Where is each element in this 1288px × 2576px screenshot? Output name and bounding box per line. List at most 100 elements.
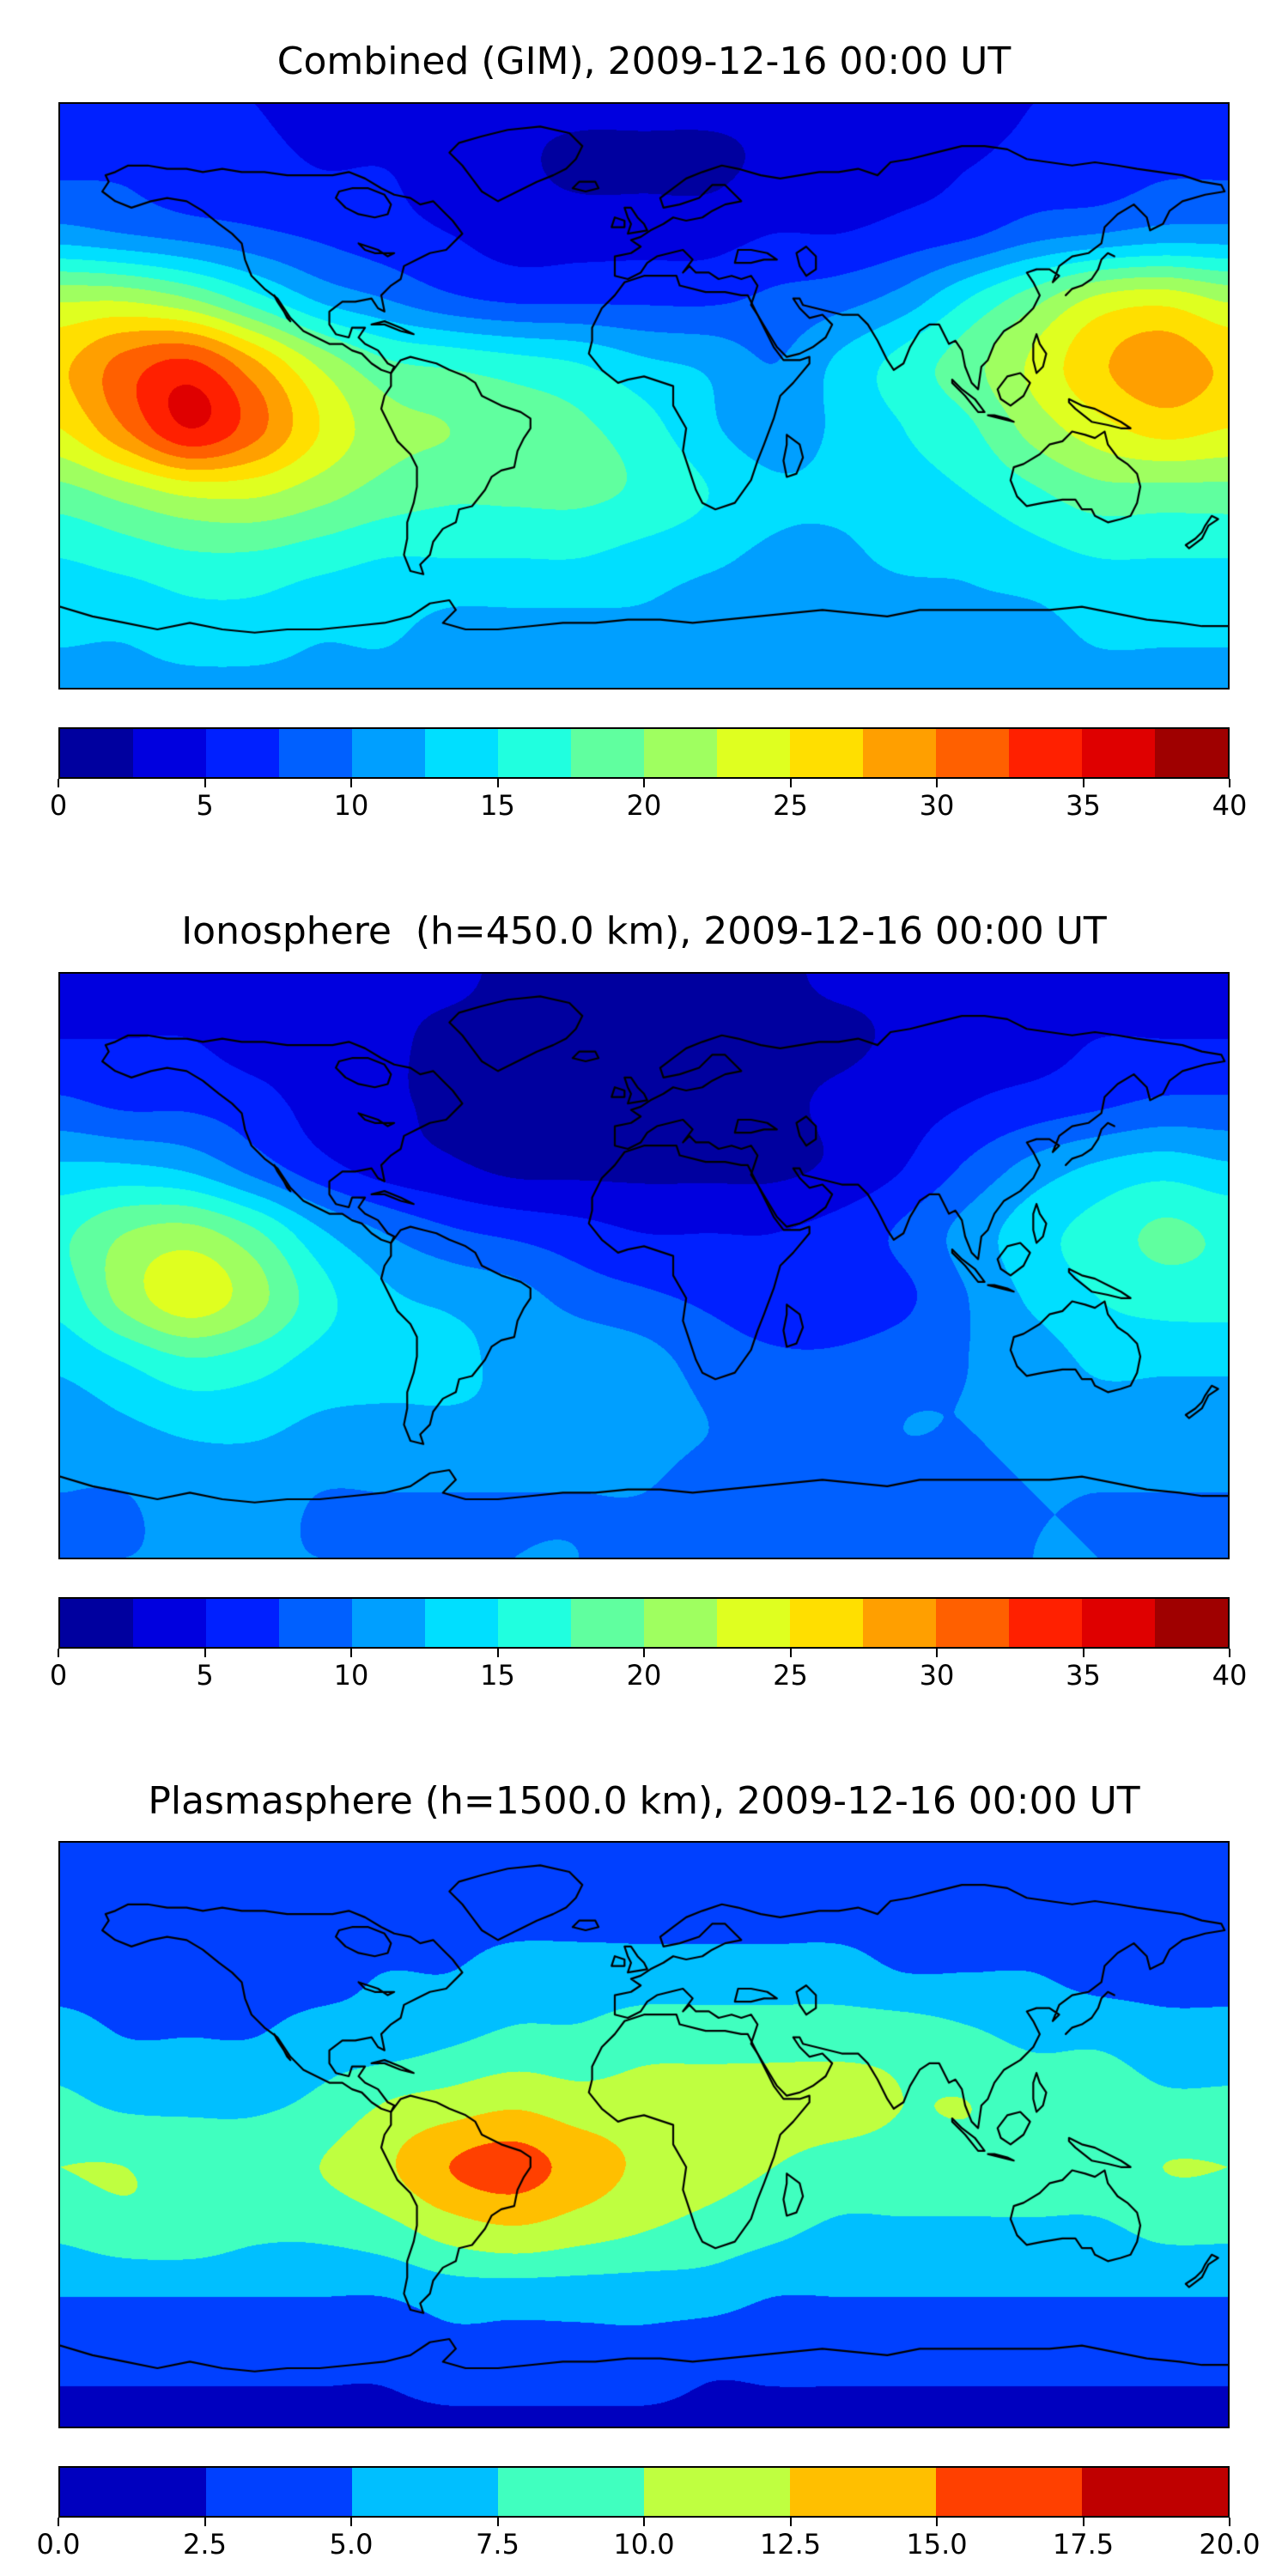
colorbar-tick-label: 30: [919, 1658, 955, 1692]
colorbar-tick-mark: [789, 2518, 792, 2527]
colorbar-segment: [717, 728, 790, 777]
colorbar-combined: [58, 726, 1230, 779]
colorbar-segment: [790, 2468, 936, 2517]
colorbar-segment: [571, 1598, 644, 1647]
world-map-canvas-combined: [60, 103, 1228, 688]
colorbar-tick-label: 15: [480, 1658, 515, 1692]
colorbar-segment: [60, 1598, 133, 1647]
colorbar-ticks-ionosphere: 0 5 10 15 20 25 30 35 40: [50, 1648, 1247, 1697]
world-map-canvas-ionosphere: [60, 973, 1228, 1558]
colorbar-tick-label: 35: [1066, 1658, 1101, 1692]
colorbar-tick-label: 0: [49, 1658, 68, 1692]
colorbar-segment: [279, 1598, 352, 1647]
colorbar-tick-mark: [496, 1648, 499, 1657]
colorbar-tick-label: 0.0: [36, 2528, 81, 2561]
colorbar-segment: [1009, 728, 1082, 777]
colorbar-segment: [498, 1598, 571, 1647]
colorbar-tick-mark: [936, 2518, 938, 2527]
colorbar-tick-label: 10: [333, 788, 369, 822]
panel-title-combined: Combined (GIM), 2009-12-16 00:00 UT: [276, 39, 1012, 83]
colorbar-tick-mark: [936, 1648, 938, 1657]
colorbar-tick-label: 25: [773, 1658, 808, 1692]
colorbar-segment: [863, 1598, 936, 1647]
colorbar-tick-label: 0: [49, 788, 68, 822]
colorbar-tick-mark: [496, 2518, 499, 2527]
colorbar-tick-label: 40: [1212, 788, 1248, 822]
colorbar-tick-label: 15: [480, 788, 515, 822]
colorbar-tick-mark: [350, 2518, 352, 2527]
panel-title-ionosphere: Ionosphere (h=450.0 km), 2009-12-16 00:0…: [181, 908, 1107, 953]
colorbar-plasmasphere: [58, 2466, 1230, 2518]
panel-plasmasphere: Plasmasphere (h=1500.0 km), 2009-12-16 0…: [0, 1779, 1288, 2567]
colorbar-segment: [717, 1598, 790, 1647]
colorbar-tick-mark: [643, 778, 645, 787]
world-map-canvas-plasmasphere: [60, 1843, 1228, 2427]
colorbar-tick-mark: [204, 778, 206, 787]
colorbar-segment: [206, 1598, 279, 1647]
colorbar-tick-mark: [1229, 778, 1230, 787]
colorbar-tick-mark: [789, 778, 792, 787]
colorbar-ticks-plasmasphere: 0.0 2.5 5.0 7.5 10.0 12.5 15.0 17.5 20.0: [37, 2518, 1261, 2566]
colorbar-segment: [279, 728, 352, 777]
colorbar-segment: [206, 728, 279, 777]
colorbar-tick-mark: [58, 1648, 59, 1657]
colorbar-segment: [425, 1598, 498, 1647]
colorbar-tick-label: 15.0: [906, 2528, 968, 2561]
colorbar-segment: [352, 2468, 498, 2517]
colorbar-tick-mark: [350, 1648, 352, 1657]
colorbar-segment: [644, 2468, 790, 2517]
colorbar-tick-label: 10: [333, 1658, 369, 1692]
colorbar-segment: [352, 1598, 425, 1647]
colorbar-segment: [1009, 1598, 1082, 1647]
colorbar-tick-label: 12.5: [759, 2528, 822, 2561]
colorbar-tick-mark: [1082, 1648, 1084, 1657]
colorbar-tick-label: 20: [626, 1658, 662, 1692]
panel-ionosphere: Ionosphere (h=450.0 km), 2009-12-16 00:0…: [0, 909, 1288, 1697]
colorbar-segment: [60, 2468, 206, 2517]
colorbar-tick-label: 30: [919, 788, 955, 822]
colorbar-tick-label: 40: [1212, 1658, 1248, 1692]
colorbar-tick-mark: [204, 1648, 206, 1657]
colorbar-tick-mark: [1082, 778, 1084, 787]
colorbar-segment: [790, 1598, 863, 1647]
colorbar-segment: [1155, 1598, 1228, 1647]
colorbar-segment: [133, 728, 206, 777]
colorbar-tick-mark: [789, 1648, 792, 1657]
map-frame-combined: [58, 101, 1230, 690]
colorbar-ticks-combined: 0 5 10 15 20 25 30 35 40: [50, 778, 1247, 827]
colorbar-tick-mark: [58, 778, 59, 787]
colorbar-tick-mark: [1229, 1648, 1230, 1657]
colorbar-tick-label: 20: [626, 788, 662, 822]
colorbar-segment: [936, 728, 1009, 777]
colorbar-tick-label: 2.5: [183, 2528, 227, 2561]
colorbar-tick-label: 5: [196, 788, 214, 822]
colorbar-segment: [936, 1598, 1009, 1647]
colorbar-tick-label: 7.5: [476, 2528, 519, 2561]
colorbar-segment: [1155, 728, 1228, 777]
colorbar-tick-label: 17.5: [1052, 2528, 1115, 2561]
colorbar-segment: [863, 728, 936, 777]
map-frame-ionosphere: [58, 971, 1230, 1559]
colorbar-tick-label: 5: [196, 1658, 214, 1692]
colorbar-segment: [1082, 728, 1155, 777]
colorbar-tick-mark: [496, 778, 499, 787]
colorbar-segment: [644, 1598, 717, 1647]
colorbar-tick-mark: [1082, 2518, 1084, 2527]
colorbar-tick-mark: [936, 778, 938, 787]
map-frame-plasmasphere: [58, 1841, 1230, 2429]
colorbar-tick-mark: [1229, 2518, 1230, 2527]
colorbar-tick-mark: [204, 2518, 206, 2527]
colorbar-segment: [498, 2468, 644, 2517]
colorbar-tick-mark: [643, 2518, 645, 2527]
colorbar-segment: [425, 728, 498, 777]
colorbar-tick-mark: [58, 2518, 59, 2527]
colorbar-tick-label: 25: [773, 788, 808, 822]
colorbar-segment: [936, 2468, 1082, 2517]
colorbar-segment: [206, 2468, 352, 2517]
colorbar-tick-label: 20.0: [1199, 2528, 1261, 2561]
colorbar-tick-label: 5.0: [329, 2528, 374, 2561]
panel-title-plasmasphere: Plasmasphere (h=1500.0 km), 2009-12-16 0…: [148, 1778, 1140, 1823]
colorbar-tick-label: 35: [1066, 788, 1101, 822]
colorbar-segment: [1082, 1598, 1155, 1647]
colorbar-segment: [571, 728, 644, 777]
